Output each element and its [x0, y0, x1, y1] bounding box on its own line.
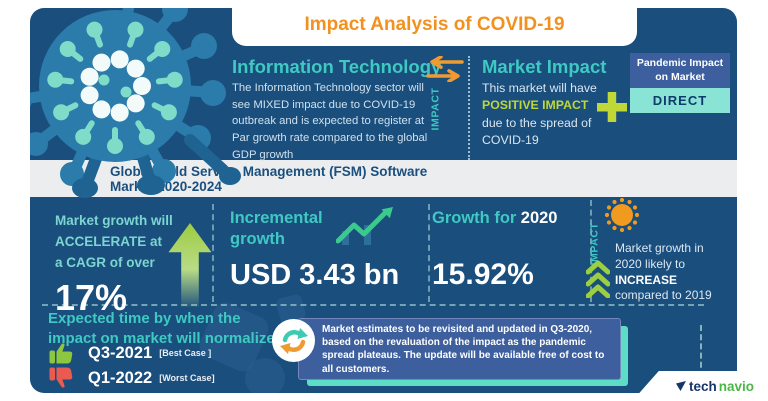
normalize-heading-2: impact on market will normalize	[48, 329, 275, 347]
page-title: Impact Analysis of COVID-19	[304, 14, 565, 35]
chevrons-up-icon	[586, 260, 610, 298]
up-arrow-icon	[168, 223, 212, 307]
technavio-logo-mark	[675, 380, 686, 391]
market-line-1: This market will have	[482, 81, 597, 95]
technavio-logo: tech navio	[675, 378, 768, 394]
cagr-value: 17%	[55, 276, 128, 318]
impact-vertical-top: IMPACT	[430, 87, 443, 131]
cagr-line-1: Market growth will	[55, 213, 173, 228]
note-text: Market estimates to be revisited and upd…	[322, 324, 605, 375]
worst-case-value: Q1-2022	[88, 368, 153, 387]
note-right-divider	[700, 325, 702, 377]
it-body: The Information Technology sector will s…	[232, 82, 428, 161]
stats-bottom-divider	[42, 304, 704, 306]
incremental-line-1: Incremental	[230, 209, 323, 227]
worst-case-label: [Worst Case]	[159, 373, 215, 383]
cagr-line-3: a CAGR of over	[55, 254, 155, 270]
market-line-2: due to the spread of	[482, 115, 592, 130]
incremental-value: USD 3.43 bn	[230, 259, 400, 291]
watermark-shape	[245, 358, 285, 393]
normalize-heading-1: Expected time by when the	[48, 310, 241, 327]
stat-growth-2020: Growth for 2020	[432, 208, 558, 229]
impact-note-line-2: 2020 likely to	[615, 256, 686, 271]
stats-divider-2	[428, 204, 430, 302]
thumbs-up-icon	[49, 343, 73, 364]
it-heading: Information Technology	[232, 56, 442, 77]
best-case-label: [Best Case ]	[159, 348, 212, 358]
impact-note-line-1: Market growth in	[615, 241, 704, 255]
logo-text-tech: tech	[688, 378, 717, 394]
trend-line-icon	[336, 207, 393, 245]
market-impact-body: This market will have POSITIVE IMPACT du…	[482, 80, 632, 150]
growth-value: 15.92%	[432, 258, 534, 291]
growth-label-white: 2020	[520, 209, 558, 227]
growth-label-teal: Growth for	[432, 209, 517, 227]
sun-virus-icon	[605, 198, 639, 232]
worst-case-row: Q1-2022 [Worst Case]	[48, 367, 215, 389]
stat-cagr: Market growth will ACCELERATE at a CAGR …	[55, 211, 173, 319]
badge-value: DIRECT	[630, 88, 730, 113]
logo-text-navio: navio	[718, 378, 754, 394]
refresh-icon	[272, 319, 315, 362]
virus-illustration	[30, 8, 241, 198]
thumbs-down-icon	[49, 367, 73, 388]
impact-note-line-3: compared to 2019	[615, 288, 712, 303]
stats-divider-3	[590, 200, 592, 302]
main-panel: Information Technology The Information T…	[30, 8, 737, 393]
badge-label: Pandemic Impact on Market	[630, 53, 730, 88]
market-impact-heading: Market Impact	[482, 56, 607, 77]
best-case-value: Q3-2021	[88, 343, 153, 362]
impact-note-emphasis: INCREASE	[615, 272, 678, 287]
stat-incremental: Incremental growth	[230, 208, 323, 249]
technavio-banner: tech navio	[632, 371, 768, 401]
cagr-line-2: ACCELERATE at	[55, 233, 163, 249]
market-line-3: COVID-19	[482, 133, 539, 148]
pandemic-impact-badge: Pandemic Impact on Market DIRECT	[630, 53, 730, 113]
best-case-row: Q3-2021 [Best Case ]	[48, 342, 211, 364]
incremental-line-2: growth	[230, 229, 285, 248]
stats-divider-1	[212, 204, 214, 302]
swap-arrows-icon	[426, 56, 464, 82]
title-tab: Impact Analysis of COVID-19	[232, 0, 637, 46]
top-divider	[468, 56, 470, 160]
normalize-heading: Expected time by when the impact on mark…	[48, 309, 275, 349]
note-box	[298, 318, 621, 380]
plus-icon	[597, 92, 627, 122]
impact-note: Market growth in 2020 likely to INCREASE…	[615, 241, 735, 304]
market-highlight: POSITIVE IMPACT	[482, 98, 589, 113]
